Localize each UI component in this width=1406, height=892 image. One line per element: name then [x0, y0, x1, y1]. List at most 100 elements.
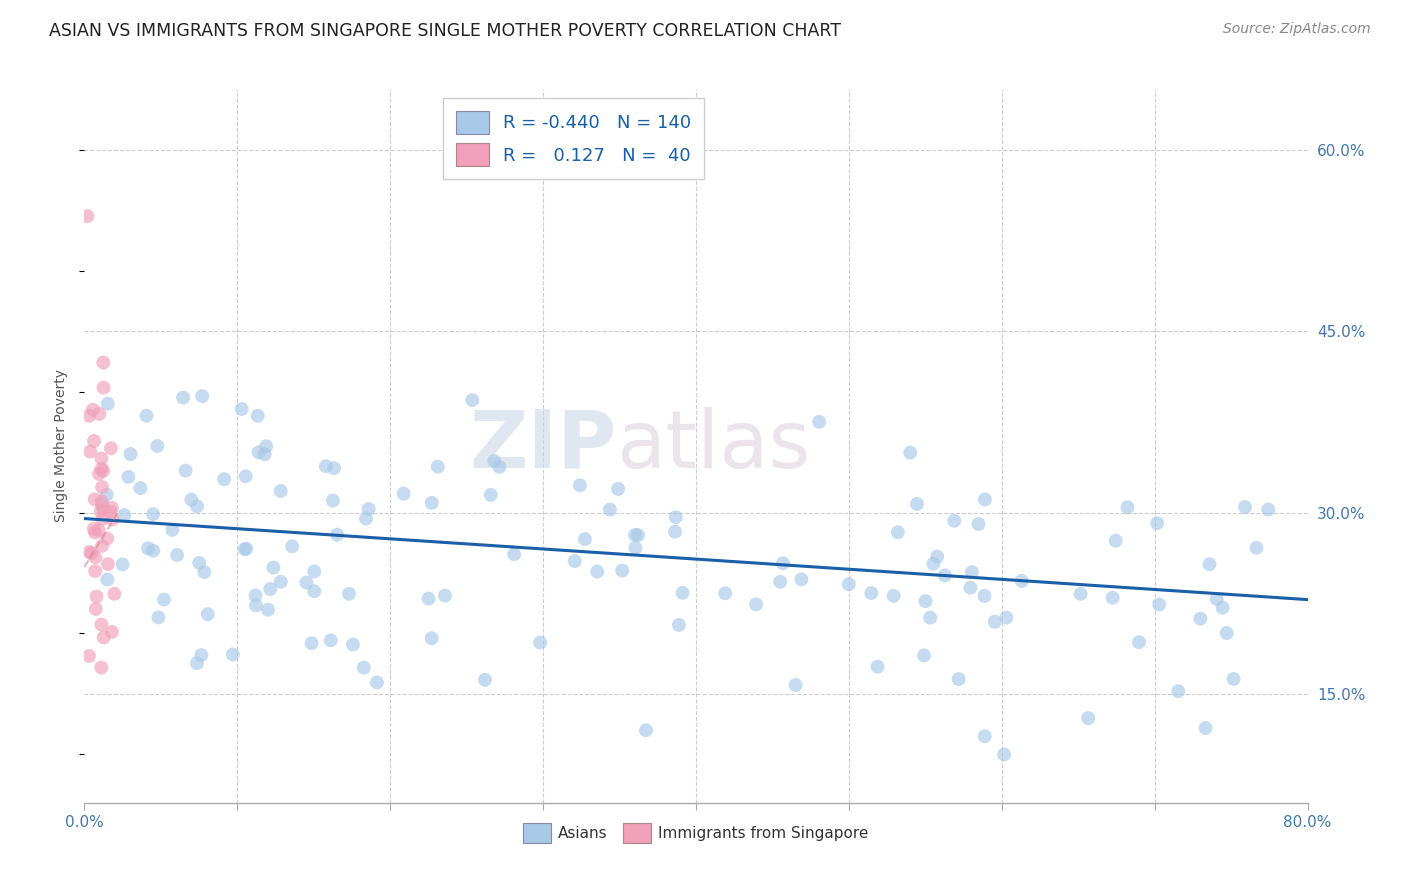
- Point: [1105, 533, 1128, 548]
- Point: [172, 391, 194, 405]
- Point: [90, 462, 112, 476]
- Point: [1011, 574, 1033, 588]
- Point: [262, 560, 284, 574]
- Point: [1189, 612, 1212, 626]
- Point: [912, 648, 935, 663]
- Point: [100, 442, 122, 456]
- Point: [993, 747, 1015, 762]
- Point: [136, 541, 159, 556]
- Point: [1167, 684, 1189, 698]
- Point: [426, 459, 449, 474]
- Point: [326, 527, 349, 541]
- Point: [1215, 626, 1237, 640]
- Point: [995, 610, 1018, 624]
- Point: [634, 723, 657, 738]
- Point: [948, 672, 970, 686]
- Point: [135, 409, 157, 423]
- Point: [354, 511, 377, 525]
- Point: [82, 402, 104, 417]
- Point: [934, 568, 956, 582]
- Point: [574, 532, 596, 546]
- Point: [193, 565, 215, 579]
- Point: [83, 522, 105, 536]
- Point: [153, 592, 176, 607]
- Text: ASIAN VS IMMIGRANTS FROM SINGAPORE SINGLE MOTHER POVERTY CORRELATION CHART: ASIAN VS IMMIGRANTS FROM SINGAPORE SINGL…: [49, 22, 841, 40]
- Point: [197, 607, 219, 622]
- Point: [315, 459, 337, 474]
- Point: [186, 500, 208, 514]
- Point: [142, 507, 165, 521]
- Point: [96, 488, 118, 502]
- Point: [80, 546, 103, 560]
- Point: [91, 501, 114, 516]
- Point: [146, 439, 169, 453]
- Point: [434, 589, 457, 603]
- Point: [111, 558, 134, 572]
- Point: [235, 541, 257, 556]
- Point: [84, 564, 107, 578]
- Point: [357, 502, 380, 516]
- Point: [898, 445, 921, 459]
- Point: [87, 523, 110, 537]
- Point: [90, 660, 112, 674]
- Point: [101, 500, 124, 515]
- Point: [1198, 558, 1220, 572]
- Point: [84, 550, 107, 565]
- Point: [479, 488, 502, 502]
- Point: [103, 587, 125, 601]
- Point: [772, 556, 794, 570]
- Point: [76, 209, 98, 223]
- Point: [905, 497, 928, 511]
- Point: [222, 648, 245, 662]
- Point: [420, 632, 443, 646]
- Point: [93, 631, 115, 645]
- Point: [295, 575, 318, 590]
- Point: [1212, 600, 1234, 615]
- Point: [503, 547, 526, 561]
- Point: [91, 464, 114, 478]
- Point: [488, 459, 510, 474]
- Point: [420, 496, 443, 510]
- Point: [612, 564, 634, 578]
- Point: [91, 498, 114, 512]
- Text: Source: ZipAtlas.com: Source: ZipAtlas.com: [1223, 22, 1371, 37]
- Point: [887, 525, 910, 540]
- Legend: Asians, Immigrants from Singapore: Asians, Immigrants from Singapore: [517, 817, 875, 848]
- Point: [967, 516, 990, 531]
- Point: [247, 445, 270, 459]
- Point: [624, 541, 647, 555]
- Point: [93, 381, 115, 395]
- Point: [90, 504, 112, 518]
- Point: [86, 590, 108, 604]
- Point: [97, 557, 120, 571]
- Point: [246, 409, 269, 423]
- Point: [180, 492, 202, 507]
- Point: [1128, 635, 1150, 649]
- Point: [599, 502, 621, 516]
- Point: [1246, 541, 1268, 555]
- Point: [474, 673, 496, 687]
- Point: [1234, 500, 1257, 514]
- Point: [101, 624, 124, 639]
- Point: [1257, 502, 1279, 516]
- Point: [253, 447, 276, 461]
- Point: [529, 635, 551, 649]
- Point: [259, 582, 281, 596]
- Point: [1222, 672, 1244, 686]
- Point: [245, 599, 267, 613]
- Point: [191, 389, 214, 403]
- Point: [922, 557, 945, 571]
- Point: [148, 610, 170, 624]
- Point: [866, 659, 889, 673]
- Text: ZIP: ZIP: [470, 407, 616, 485]
- Point: [84, 602, 107, 616]
- Point: [1147, 598, 1170, 612]
- Point: [769, 574, 792, 589]
- Point: [84, 525, 107, 540]
- Point: [281, 539, 304, 553]
- Point: [319, 633, 342, 648]
- Point: [586, 565, 609, 579]
- Point: [624, 528, 647, 542]
- Point: [245, 588, 267, 602]
- Point: [90, 494, 112, 508]
